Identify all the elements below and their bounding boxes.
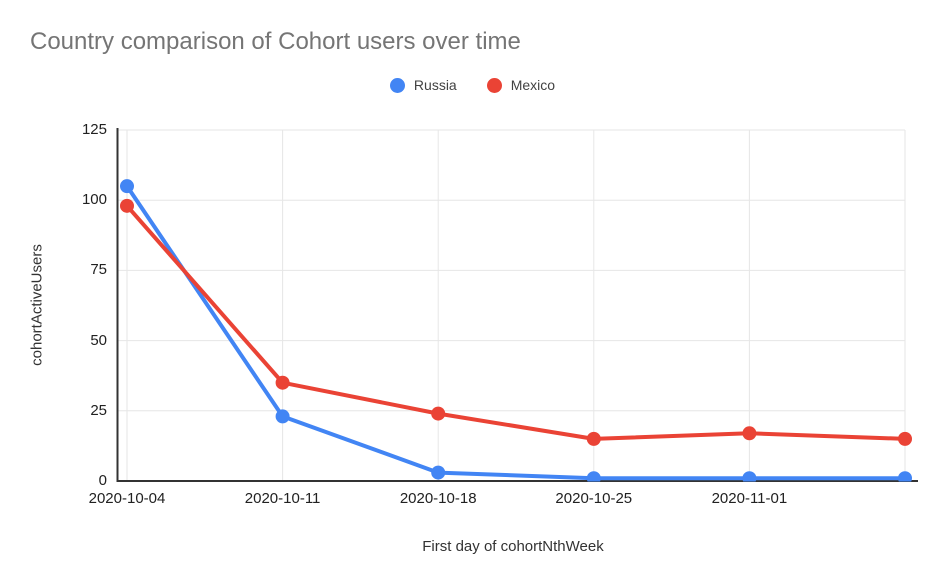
series-line-mexico [125,203,907,441]
mexico-series-swatch-icon [486,77,502,93]
data-point-mexico [586,431,601,446]
data-point-russia [898,471,912,482]
data-point-russia [275,409,290,424]
data-point-mexico [120,198,134,213]
legend-label-russia: Russia [413,77,457,93]
legend-item-russia: Russia [389,77,457,93]
data-point-russia [431,465,446,480]
data-point-russia [742,471,757,482]
data-point-russia [586,471,601,482]
legend-label-mexico: Mexico [510,77,556,93]
chart-legend: Russia Mexico [0,77,945,93]
series-russia [120,179,912,482]
chart-title: Country comparison of Cohort users over … [30,28,521,55]
data-point-mexico [742,426,757,441]
russia-series-swatch-icon [389,77,405,93]
legend-item-mexico: Mexico [486,77,556,93]
data-point-mexico [898,431,912,446]
series-line-russia [125,184,907,481]
data-point-russia [120,179,134,194]
series-mexico [120,198,912,446]
data-point-mexico [275,375,290,390]
data-point-mexico [431,406,446,421]
